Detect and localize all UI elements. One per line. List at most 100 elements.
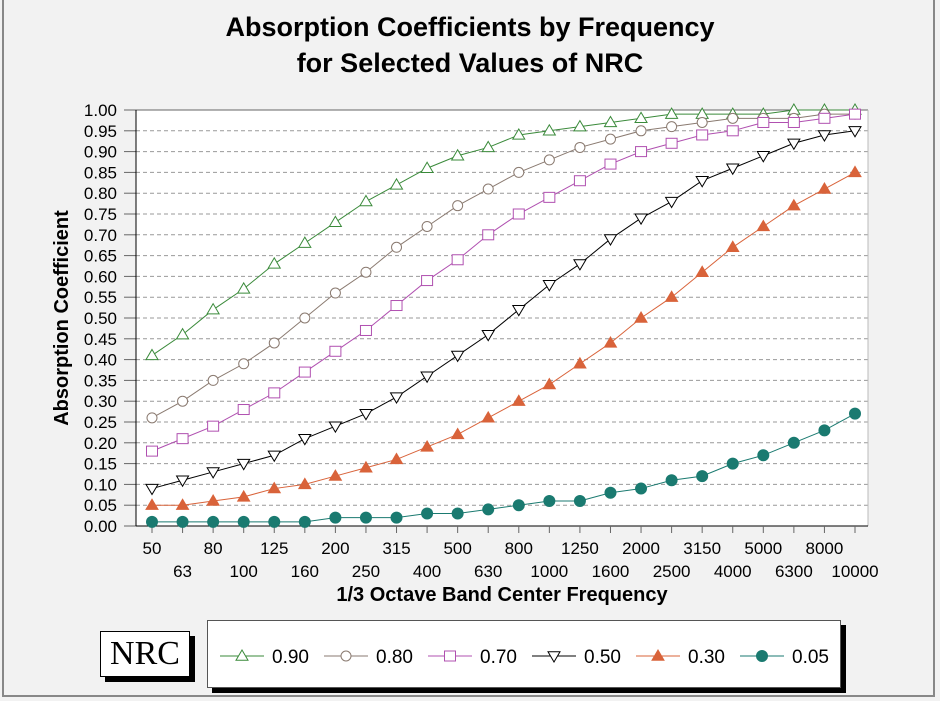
legend-marker bbox=[651, 649, 665, 661]
data-point bbox=[695, 265, 710, 277]
data-point bbox=[297, 477, 312, 490]
data-point bbox=[421, 507, 434, 520]
y-tick-label: 0.70 bbox=[84, 226, 117, 245]
legend-label: 0.30 bbox=[688, 647, 725, 668]
data-point bbox=[390, 511, 403, 524]
data-point bbox=[420, 161, 434, 173]
data-point bbox=[543, 154, 555, 166]
data-point bbox=[451, 254, 464, 266]
data-point bbox=[482, 183, 494, 195]
legend-marker bbox=[340, 650, 352, 662]
legend-marker bbox=[756, 650, 768, 662]
y-tick-label: 0.75 bbox=[84, 205, 117, 224]
data-point bbox=[206, 467, 221, 479]
data-point bbox=[450, 350, 465, 363]
data-point bbox=[267, 481, 282, 494]
series-0.30 bbox=[145, 165, 862, 510]
data-point bbox=[757, 116, 770, 128]
data-point bbox=[665, 474, 678, 487]
data-point bbox=[207, 420, 220, 432]
data-point bbox=[298, 515, 311, 528]
x-tick-label: 630 bbox=[474, 562, 502, 581]
x-tick-label: 1250 bbox=[561, 539, 599, 558]
data-point bbox=[236, 489, 251, 502]
x-tick-label: 2000 bbox=[622, 539, 660, 558]
data-point bbox=[298, 366, 311, 378]
data-point bbox=[420, 439, 434, 452]
data-point bbox=[238, 358, 250, 370]
legend-label: 0.70 bbox=[480, 647, 517, 668]
data-point bbox=[511, 127, 526, 140]
data-point bbox=[786, 198, 801, 211]
data-point bbox=[786, 138, 801, 151]
data-point bbox=[175, 498, 190, 510]
data-point bbox=[297, 433, 312, 446]
x-tick-label: 10000 bbox=[831, 562, 878, 581]
data-point bbox=[542, 377, 557, 390]
data-point bbox=[603, 234, 618, 246]
data-point bbox=[726, 125, 739, 137]
x-tick-label: 250 bbox=[352, 562, 380, 581]
data-point bbox=[450, 148, 465, 161]
chart-title-line-2: for Selected Values of NRC bbox=[296, 48, 644, 78]
data-point bbox=[206, 302, 221, 315]
data-point bbox=[329, 287, 341, 299]
legend-marker bbox=[235, 649, 249, 661]
data-point bbox=[696, 470, 709, 483]
data-point bbox=[481, 140, 496, 153]
data-point bbox=[236, 281, 251, 294]
data-point bbox=[297, 236, 312, 248]
y-tick-label: 0.55 bbox=[84, 288, 117, 307]
data-point bbox=[268, 337, 280, 349]
y-tick-label: 0.40 bbox=[84, 351, 117, 370]
y-tick-label: 0.95 bbox=[84, 122, 117, 141]
data-point bbox=[727, 112, 739, 124]
y-tick-label: 0.20 bbox=[84, 434, 117, 453]
data-point bbox=[757, 449, 770, 462]
data-point bbox=[482, 503, 495, 516]
data-point bbox=[665, 137, 678, 149]
data-point bbox=[328, 469, 343, 481]
x-tick-label: 315 bbox=[382, 539, 410, 558]
x-tick-label: 2500 bbox=[653, 562, 691, 581]
data-point bbox=[481, 329, 496, 342]
data-point bbox=[787, 116, 800, 128]
data-point bbox=[573, 356, 587, 369]
data-point bbox=[848, 165, 862, 178]
data-point bbox=[146, 515, 158, 528]
data-point bbox=[848, 126, 862, 138]
data-point bbox=[389, 452, 404, 465]
data-point bbox=[818, 424, 831, 437]
data-point bbox=[725, 240, 740, 252]
x-tick-label: 8000 bbox=[806, 539, 844, 558]
data-point bbox=[145, 348, 159, 361]
data-point bbox=[634, 311, 648, 323]
legend-label: 0.05 bbox=[792, 647, 829, 668]
data-point bbox=[360, 266, 372, 278]
data-point bbox=[359, 511, 372, 524]
y-tick-label: 0.25 bbox=[84, 413, 117, 432]
data-point bbox=[176, 515, 189, 528]
series-0.50 bbox=[145, 126, 862, 496]
data-point bbox=[542, 280, 557, 292]
chart-title-line-1: Absorption Coefficients by Frequency bbox=[225, 12, 715, 42]
data-point bbox=[849, 108, 861, 120]
data-point bbox=[299, 312, 311, 324]
data-point bbox=[145, 483, 159, 496]
data-point bbox=[726, 457, 739, 470]
data-point bbox=[818, 112, 831, 124]
x-tick-label: 50 bbox=[143, 539, 162, 558]
data-point bbox=[389, 177, 404, 190]
data-point bbox=[512, 499, 525, 512]
data-point bbox=[421, 220, 433, 232]
x-tick-label: 4000 bbox=[714, 562, 752, 581]
x-tick-label: 200 bbox=[321, 539, 349, 558]
data-point bbox=[359, 324, 372, 336]
x-tick-label: 800 bbox=[505, 539, 533, 558]
data-point bbox=[328, 421, 343, 434]
y-tick-label: 0.45 bbox=[84, 330, 117, 349]
data-point bbox=[725, 163, 740, 176]
legend: 0.90 0.80 0.70 0.50 0.30 0.05 bbox=[207, 620, 841, 688]
data-point bbox=[481, 410, 496, 423]
